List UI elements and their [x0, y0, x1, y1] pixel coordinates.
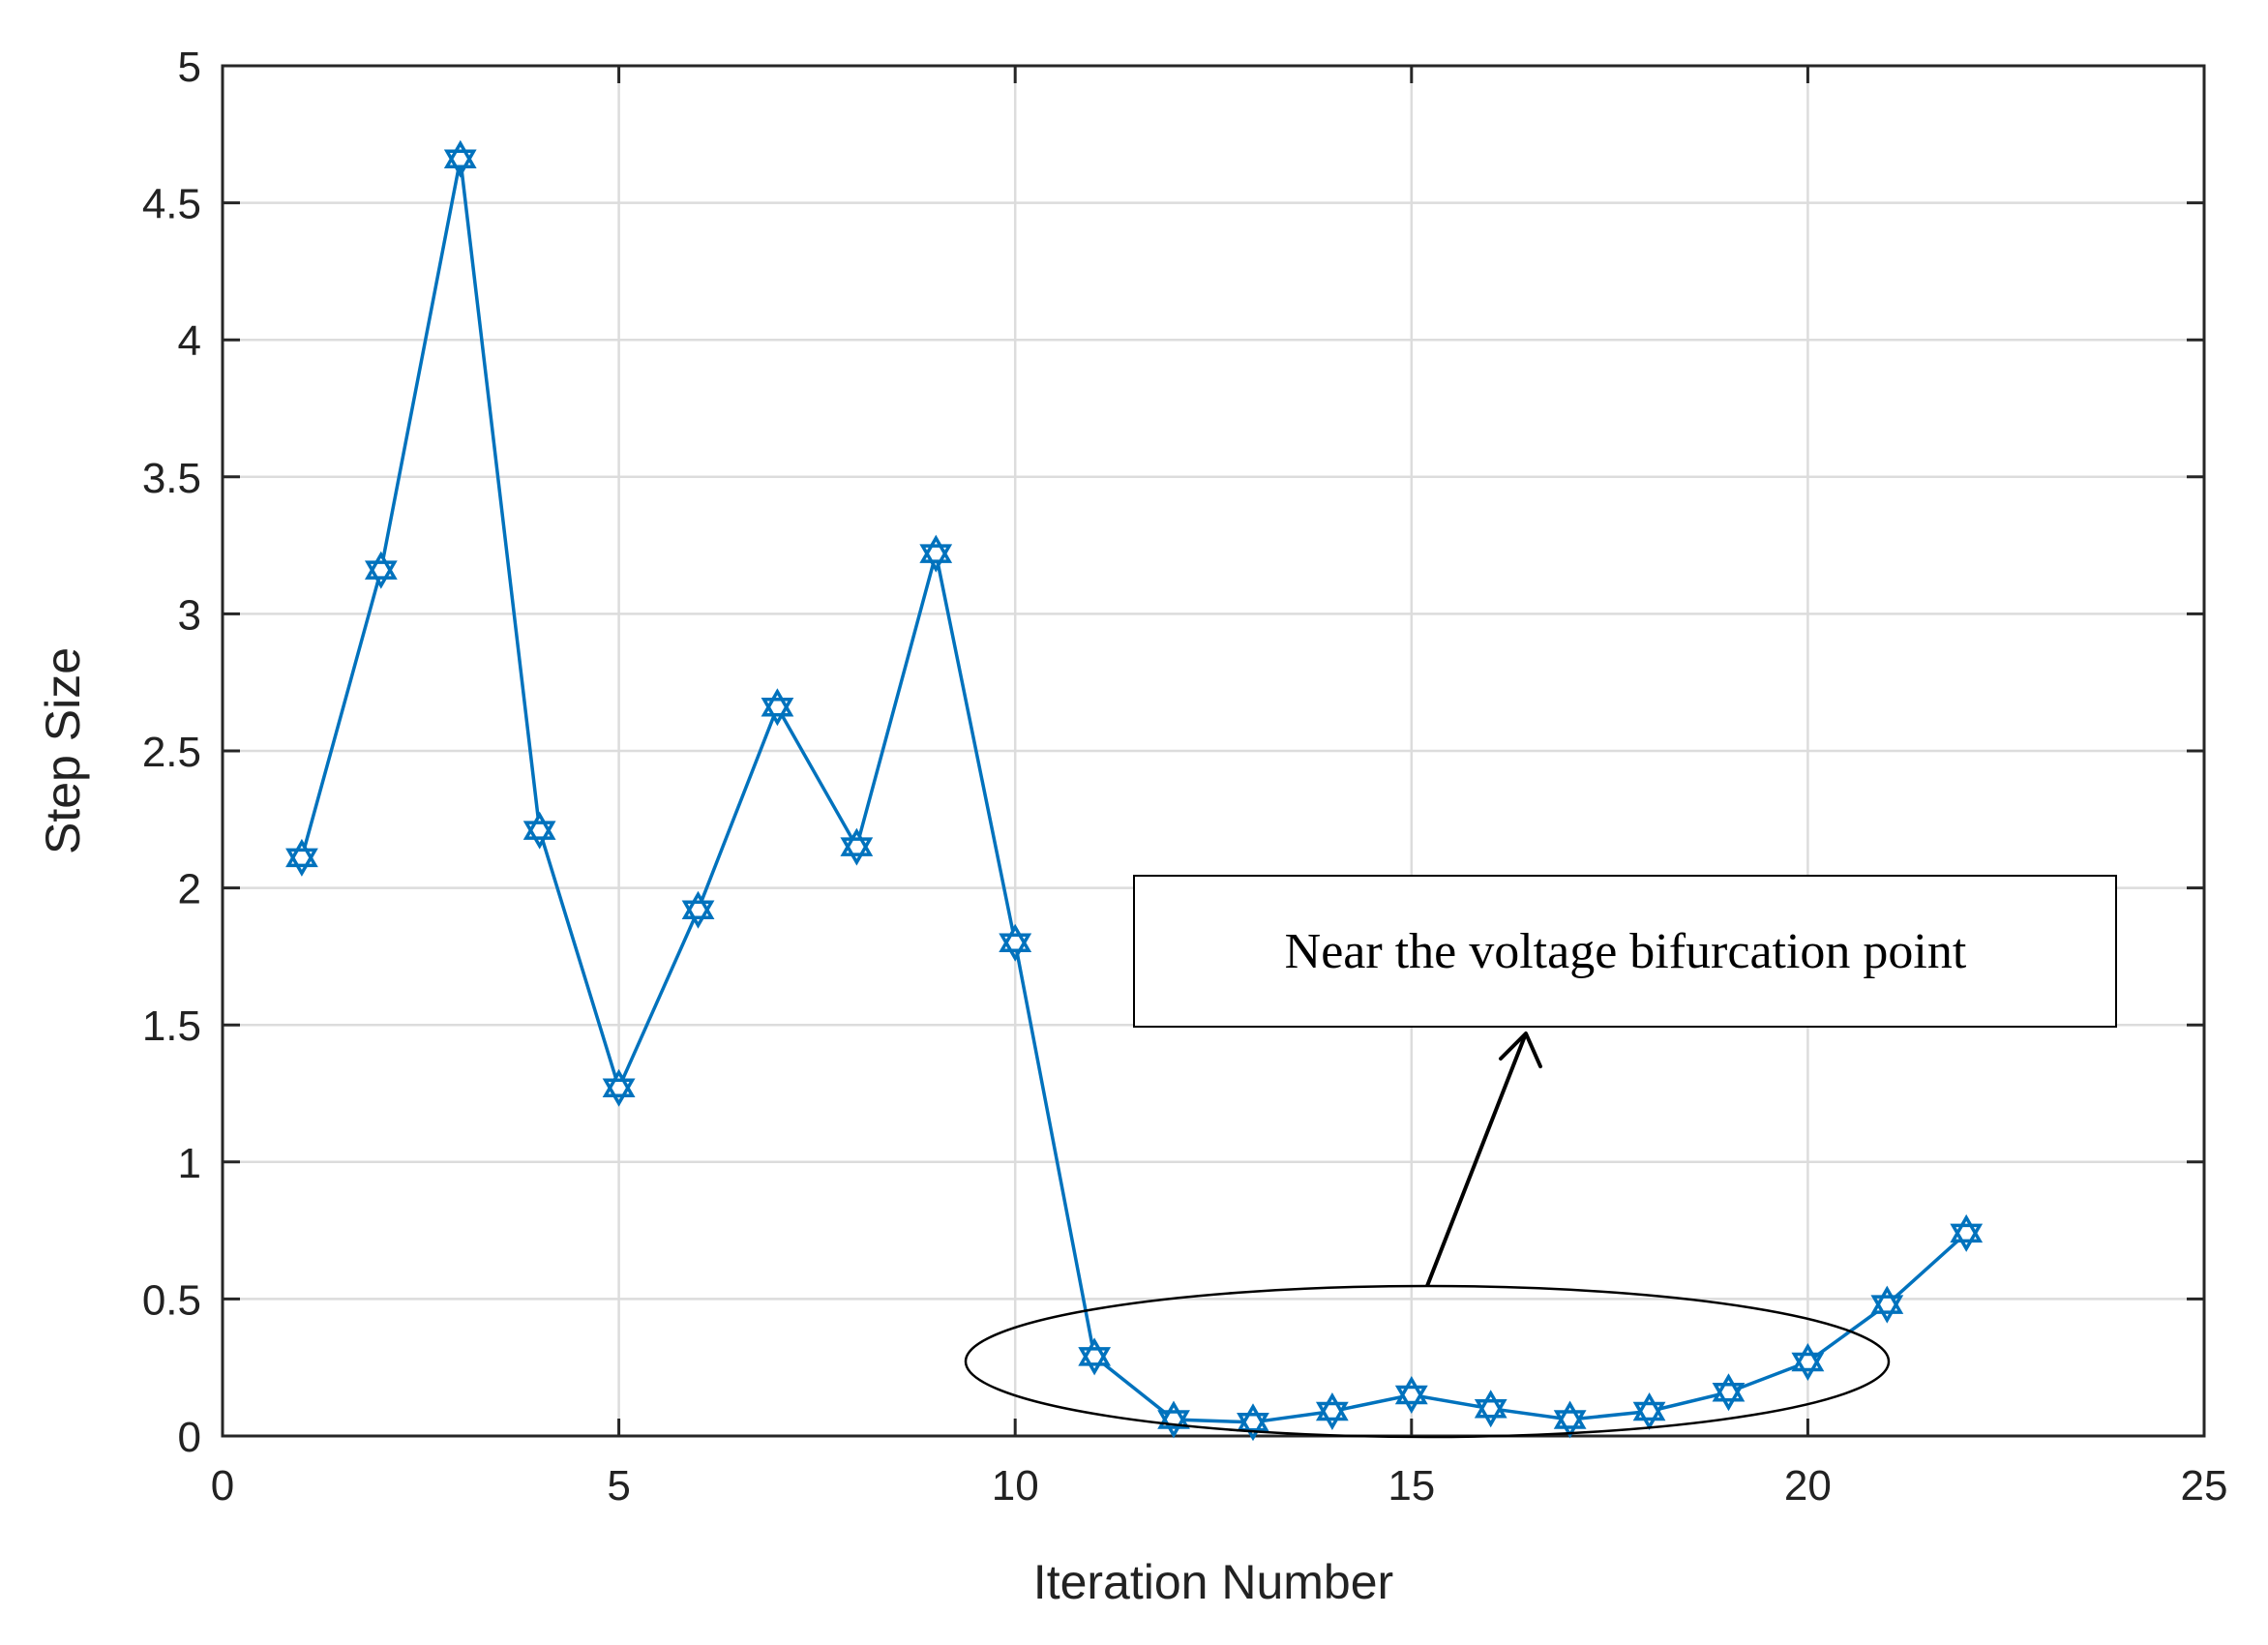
y-tick-label: 3.5 [142, 455, 201, 502]
y-tick-label: 4.5 [142, 181, 201, 228]
series-markers [285, 139, 1984, 1442]
annotation-box [1133, 875, 2117, 1028]
x-tick-label: 5 [607, 1462, 630, 1510]
axis-ticks [221, 64, 2206, 1438]
data-point-marker [522, 811, 556, 850]
y-tick-label: 0.5 [142, 1276, 201, 1324]
y-axis-label: Step Size [36, 647, 90, 854]
data-point-marker [1712, 1373, 1746, 1412]
y-tick-label: 4 [178, 317, 201, 365]
data-point-marker [1474, 1390, 1507, 1428]
annotation-arrow-shaft [1425, 1032, 1528, 1287]
data-point-marker [919, 534, 953, 573]
annotation-text: Near the voltage bifurcation point [1285, 924, 1967, 979]
data-point-marker [1157, 1400, 1190, 1439]
x-tick-label: 15 [1388, 1462, 1435, 1510]
y-tick-labels: 0 0.5 1 1.5 2 2.5 3 3.5 4 4.5 5 [142, 44, 201, 1461]
x-tick-label: 0 [211, 1462, 234, 1510]
data-point-marker [840, 827, 874, 866]
x-tick-label: 20 [1784, 1462, 1832, 1510]
y-tick-label: 2.5 [142, 729, 201, 776]
data-point-marker [999, 923, 1032, 962]
data-point-marker [761, 688, 794, 727]
x-axis-label: Iteration Number [1033, 1555, 1393, 1609]
annotation-arrowhead [1499, 1032, 1542, 1068]
data-point-marker [285, 838, 318, 877]
y-tick-label: 1 [178, 1140, 201, 1187]
data-point-marker [1632, 1391, 1666, 1431]
data-point-marker [681, 890, 715, 929]
x-tick-label: 25 [2181, 1462, 2228, 1510]
data-point-marker [1553, 1400, 1587, 1439]
data-point-marker [1315, 1391, 1349, 1431]
data-point-marker [1237, 1403, 1269, 1442]
series-line [300, 158, 1968, 1424]
x-tick-label: 10 [992, 1462, 1039, 1510]
data-point-marker [1078, 1337, 1112, 1376]
y-tick-label: 5 [178, 44, 201, 91]
annotation: Near the voltage bifurcation point [964, 875, 2117, 1439]
data-point-marker [364, 551, 398, 589]
grid-lines [223, 66, 2204, 1436]
data-point-marker [443, 139, 477, 178]
y-tick-label: 0 [178, 1414, 201, 1461]
x-tick-labels: 0 5 10 15 20 25 [211, 1462, 2228, 1510]
y-tick-label: 2 [178, 866, 201, 913]
y-tick-label: 1.5 [142, 1002, 201, 1050]
data-point-marker [1791, 1343, 1825, 1381]
y-tick-label: 3 [178, 591, 201, 639]
data-point-marker [1394, 1376, 1428, 1414]
data-point-marker [1870, 1285, 1904, 1324]
data-point-marker [602, 1068, 636, 1107]
data-point-marker [1950, 1213, 1984, 1252]
